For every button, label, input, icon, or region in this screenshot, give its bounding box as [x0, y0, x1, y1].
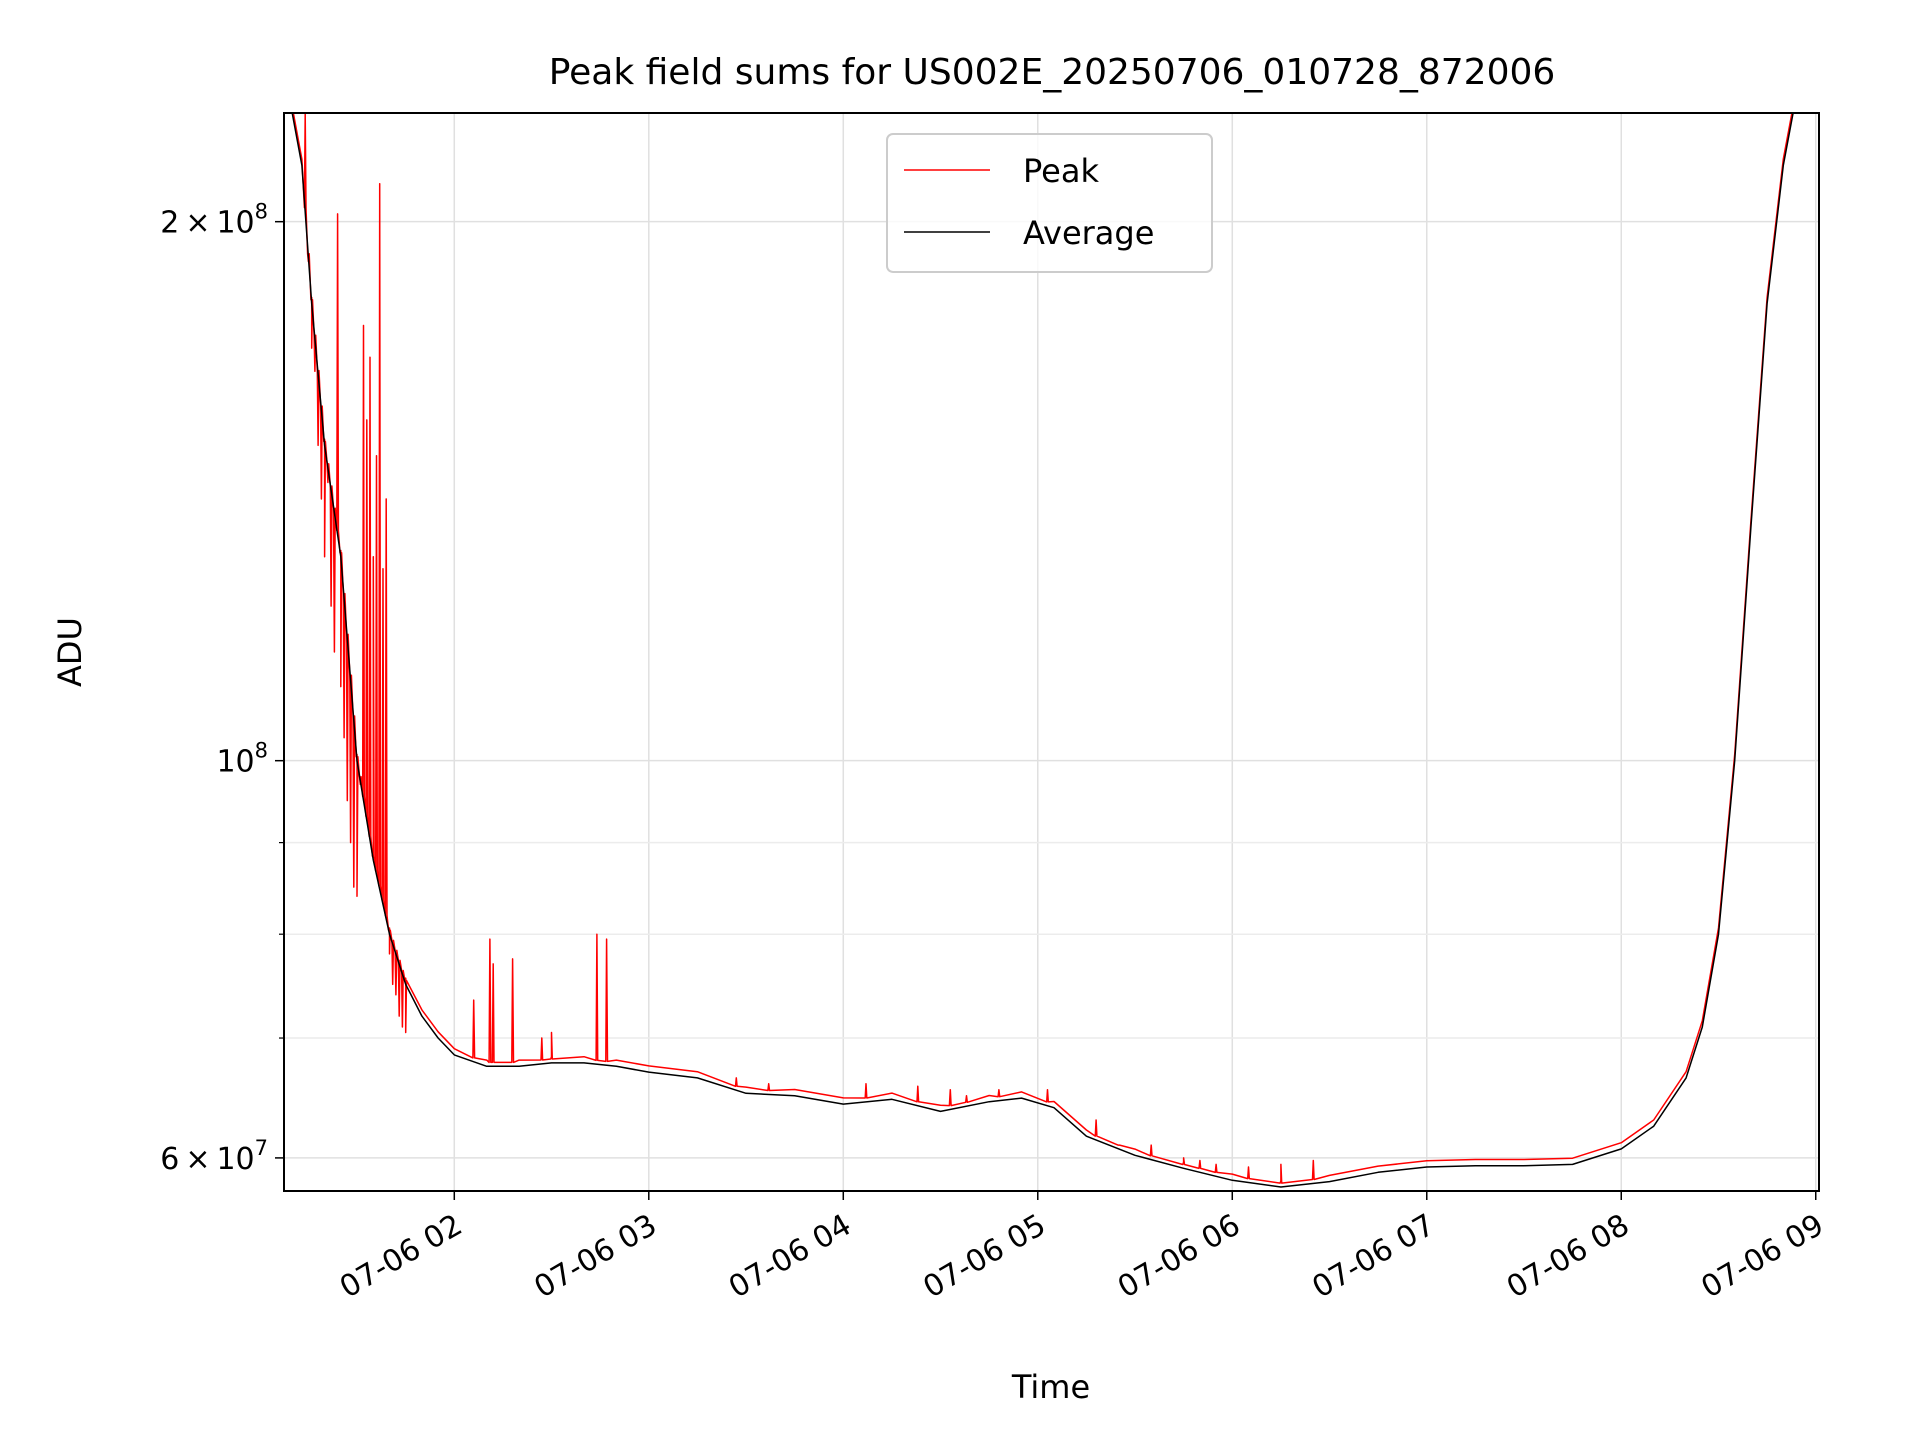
series-line-peak: [292, 113, 1793, 1184]
y-tick-label: 6 × 107: [160, 1136, 268, 1177]
series-line-average: [284, 113, 1794, 1188]
y-tick-label: 2 × 108: [160, 200, 268, 241]
legend-label-peak: Peak: [1023, 152, 1099, 190]
series-layer: [284, 113, 1794, 1188]
legend: Peak Average: [886, 133, 1213, 273]
legend-box: [886, 133, 1213, 273]
y-axis-label: ADU: [51, 617, 89, 687]
x-axis-label: Time: [1011, 1368, 1090, 1406]
chart-title: Peak field sums for US002E_20250706_0107…: [549, 52, 1556, 93]
plot-frame: [283, 112, 1820, 1192]
legend-label-average: Average: [1023, 214, 1154, 252]
